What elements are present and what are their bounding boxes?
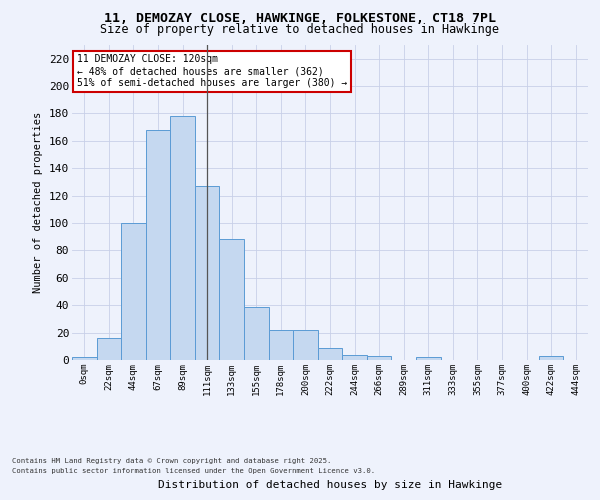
Bar [121, 223, 146, 360]
Text: 11, DEMOZAY CLOSE, HAWKINGE, FOLKESTONE, CT18 7PL: 11, DEMOZAY CLOSE, HAWKINGE, FOLKESTONE,… [104, 12, 496, 26]
Bar [539, 356, 563, 360]
Bar [170, 116, 195, 360]
Text: 11 DEMOZAY CLOSE: 120sqm
← 48% of detached houses are smaller (362)
51% of semi-: 11 DEMOZAY CLOSE: 120sqm ← 48% of detach… [77, 54, 347, 88]
Bar [72, 358, 97, 360]
Bar [220, 240, 244, 360]
Text: Size of property relative to detached houses in Hawkinge: Size of property relative to detached ho… [101, 22, 499, 36]
Bar [367, 356, 391, 360]
Bar [293, 330, 318, 360]
Bar [244, 306, 269, 360]
Bar [146, 130, 170, 360]
Bar [318, 348, 342, 360]
Bar [416, 358, 440, 360]
Bar [97, 338, 121, 360]
Bar [195, 186, 220, 360]
Bar [269, 330, 293, 360]
Text: Contains HM Land Registry data © Crown copyright and database right 2025.: Contains HM Land Registry data © Crown c… [12, 458, 331, 464]
Text: Distribution of detached houses by size in Hawkinge: Distribution of detached houses by size … [158, 480, 502, 490]
Y-axis label: Number of detached properties: Number of detached properties [34, 112, 43, 293]
Text: Contains public sector information licensed under the Open Government Licence v3: Contains public sector information licen… [12, 468, 375, 473]
Bar [342, 354, 367, 360]
